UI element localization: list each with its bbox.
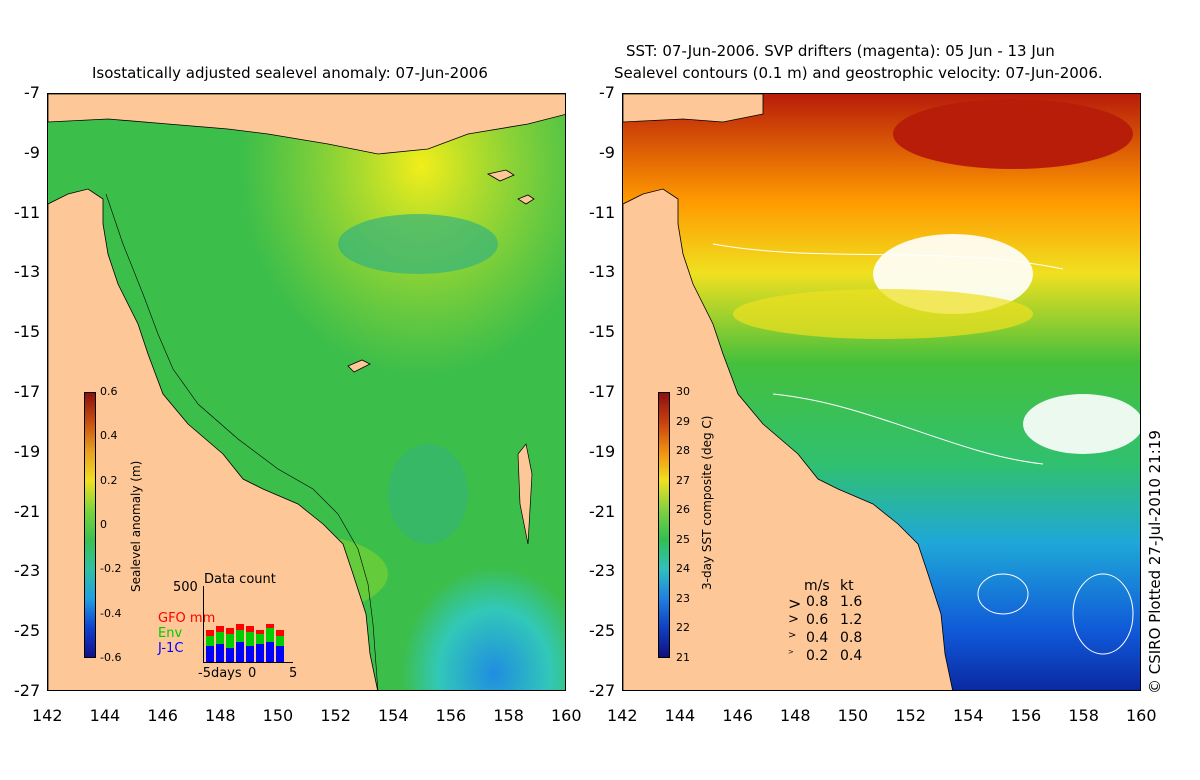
- right-lat-label: -23: [589, 561, 616, 581]
- right-lat-label: -9: [599, 142, 615, 162]
- inset-series-j1c: J-1C: [158, 641, 184, 656]
- left-lon-label: 160: [551, 706, 582, 725]
- velocity-legend-ms: 0.6: [806, 612, 829, 628]
- inset-xlabel-5: 5: [289, 666, 298, 681]
- right-lat-label: -7: [599, 83, 615, 102]
- copyright-text: © CSIRO Plotted 27-Jul-2010 21:19: [1146, 430, 1164, 694]
- left-lat-label: -11: [14, 202, 41, 222]
- right-lat-label: -17: [589, 382, 616, 401]
- velocity-legend-header-kt: kt: [840, 578, 854, 594]
- right-lon-label: 152: [895, 706, 926, 725]
- left-lat-label: -17: [14, 382, 41, 401]
- right-lat-label: -15: [589, 322, 616, 342]
- sealevel-colorbar-tick: -0.4: [100, 606, 122, 620]
- right-lat-label: -19: [589, 441, 616, 461]
- sealevel-colorbar-tick: 0.2: [100, 473, 118, 487]
- sst-colorbar-tick: 27: [676, 473, 690, 487]
- velocity-legend-header-ms: m/s: [804, 578, 830, 594]
- velocity-legend-kt: 0.4: [840, 648, 863, 664]
- left-lat-label: -21: [14, 501, 41, 521]
- sst-colorbar-label: 3-day SST composite (deg C): [700, 415, 714, 590]
- right-lon-label: 156: [1010, 706, 1042, 725]
- left-lat-label: -7: [24, 83, 40, 102]
- sst-colorbar-tick: 29: [676, 414, 690, 428]
- left-lon-label: 156: [435, 706, 467, 725]
- velocity-legend-kt: 0.8: [840, 630, 863, 646]
- sst-colorbar-tick: 25: [676, 532, 690, 546]
- inset-series-gfo: GFO mm: [158, 611, 216, 626]
- inset-ymax: 500: [173, 580, 198, 595]
- left-lon-label: 146: [147, 706, 178, 725]
- right-lon-label: 158: [1068, 706, 1099, 725]
- right-lat-label: -21: [589, 501, 616, 521]
- left-lat-label: -15: [14, 322, 41, 342]
- left-lon-label: 152: [320, 706, 351, 725]
- sst-colorbar-tick: 21: [676, 651, 690, 664]
- right-lon-label: 144: [664, 706, 696, 725]
- sst-colorbar-tick: 24: [676, 562, 690, 576]
- left-lon-label: 142: [32, 706, 63, 725]
- left-lon-label: 154: [378, 706, 409, 725]
- inset-xlabel-0: 0: [248, 666, 257, 681]
- left-lat-label: -9: [24, 142, 40, 162]
- sst-colorbar-tick: 22: [676, 621, 690, 635]
- sealevel-colorbar-tick: 0: [100, 518, 107, 531]
- right-lat-label: -27: [589, 681, 616, 700]
- left-lat-label: -19: [14, 441, 41, 461]
- sealevel-colorbar-tick: -0.2: [100, 562, 122, 576]
- right-lon-label: 160: [1126, 706, 1157, 725]
- right-lon-label: 150: [837, 706, 869, 725]
- sealevel-colorbar-tick: -0.6: [100, 651, 122, 664]
- sealevel-colorbar-tick: 0.4: [100, 429, 118, 443]
- inset-xlabel-neg5: -5days: [198, 666, 242, 681]
- right-lat-label: -11: [589, 202, 616, 222]
- velocity-arrow-icon: >: [788, 630, 797, 641]
- left-lat-label: -13: [14, 262, 41, 282]
- left-lon-label: 158: [493, 706, 524, 725]
- sst-colorbar-tick: 30: [676, 385, 690, 398]
- sst-colorbar-tick: 23: [676, 591, 690, 605]
- inset-series-env: Env: [158, 626, 183, 641]
- right-lat-label: -13: [589, 262, 616, 282]
- sst-colorbar-tick: 26: [676, 503, 690, 517]
- right-lon-label: 142: [607, 706, 638, 725]
- left-lat-label: -27: [14, 681, 41, 700]
- sst-colorbar-tick: 28: [676, 444, 690, 458]
- inset-title: Data count: [204, 572, 276, 587]
- sst-colorbar: [658, 392, 670, 658]
- sealevel-colorbar-label: Sealevel anomaly (m): [129, 460, 143, 592]
- right-map-title-line1: SST: 07-Jun-2006. SVP drifters (magenta)…: [626, 42, 1055, 60]
- velocity-legend-ms: 0.4: [806, 630, 829, 646]
- left-map-title: Isostatically adjusted sealevel anomaly:…: [92, 64, 488, 82]
- right-map-title-line2: Sealevel contours (0.1 m) and geostrophi…: [614, 64, 1103, 82]
- sst-map: [622, 93, 1141, 691]
- sealevel-colorbar-tick: 0.6: [100, 385, 118, 398]
- left-lon-label: 144: [89, 706, 121, 725]
- sealevel-colorbar: [84, 392, 96, 658]
- velocity-arrow-icon: >: [788, 648, 794, 656]
- left-lat-label: -25: [14, 621, 41, 641]
- right-lon-label: 154: [953, 706, 984, 725]
- right-lon-label: 146: [722, 706, 753, 725]
- inset-plot-area: [203, 586, 293, 663]
- velocity-legend-kt: 1.2: [840, 612, 863, 628]
- velocity-legend-ms: 0.8: [806, 594, 829, 610]
- right-lat-label: -25: [589, 621, 616, 641]
- sealevel-anomaly-map: [47, 93, 566, 691]
- left-lon-label: 150: [262, 706, 294, 725]
- velocity-legend-kt: 1.6: [840, 594, 863, 610]
- velocity-arrow-icon: >: [788, 594, 802, 613]
- velocity-legend-ms: 0.2: [806, 648, 829, 664]
- left-lon-label: 148: [205, 706, 236, 725]
- velocity-arrow-icon: >: [788, 612, 799, 627]
- left-lat-label: -23: [14, 561, 41, 581]
- right-lon-label: 148: [780, 706, 811, 725]
